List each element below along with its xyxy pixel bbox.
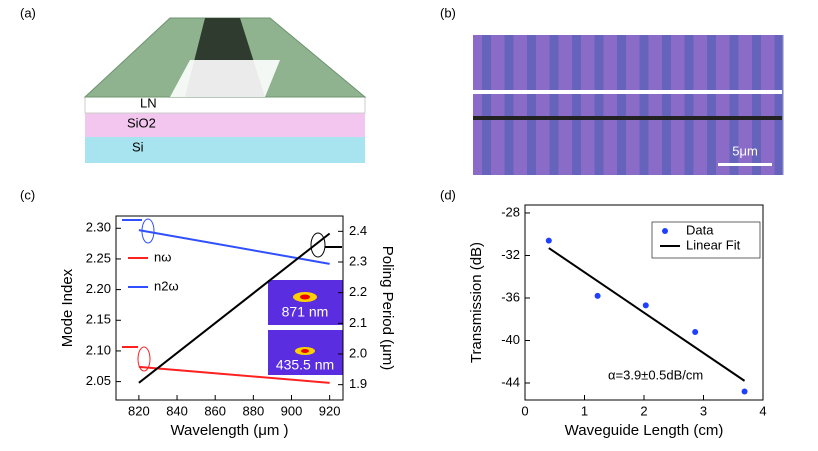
y-tick-label: -32 bbox=[501, 247, 520, 262]
y-tick-label: -44 bbox=[501, 374, 520, 389]
stripe bbox=[774, 35, 784, 175]
y-axis-label: Mode Index bbox=[59, 268, 76, 347]
data-point bbox=[692, 328, 699, 335]
si-layer bbox=[85, 137, 365, 163]
data-point bbox=[545, 237, 552, 244]
axis-marker bbox=[137, 346, 151, 372]
data-point bbox=[642, 302, 649, 309]
x-tick-label: 880 bbox=[242, 403, 264, 418]
y2-tick-label: 1.9 bbox=[349, 376, 367, 391]
x-tick-label: 820 bbox=[128, 403, 150, 418]
inset-label: 871 nm bbox=[282, 304, 329, 320]
stripe bbox=[662, 35, 671, 175]
series-line bbox=[138, 365, 330, 384]
axis-marker bbox=[310, 232, 326, 258]
layer-label: LN bbox=[140, 95, 157, 110]
y2-tick-label: 2.0 bbox=[349, 345, 367, 360]
x-axis-label: Waveguide Length (cm) bbox=[565, 422, 724, 439]
x-tick-label: 860 bbox=[204, 403, 226, 418]
ln-layer bbox=[84, 96, 366, 114]
schematic: LN SiO2 Si bbox=[83, 17, 367, 163]
series-line bbox=[548, 247, 746, 382]
legend bbox=[651, 221, 761, 259]
waveguide-edge bbox=[473, 90, 782, 94]
stripe bbox=[572, 35, 581, 175]
legend-label: Data bbox=[686, 222, 714, 237]
stripe bbox=[684, 35, 694, 175]
stripe bbox=[527, 35, 536, 175]
data-point bbox=[741, 388, 748, 395]
mode-inset bbox=[268, 280, 343, 325]
mode-profile bbox=[300, 294, 310, 300]
y-axis-label: Transmission (dB) bbox=[468, 242, 485, 363]
y2-tick-label: 2.1 bbox=[349, 315, 367, 330]
trench bbox=[170, 60, 280, 97]
stripe bbox=[549, 35, 559, 175]
x-tick-label: 840 bbox=[166, 403, 188, 418]
layer-label: SiO2 bbox=[127, 115, 156, 130]
x-tick-label: 4 bbox=[759, 403, 766, 418]
x-tick-label: 0 bbox=[521, 403, 528, 418]
legend-label: Linear Fit bbox=[686, 237, 741, 252]
plot-frame bbox=[115, 215, 344, 401]
y-tick-label: 2.25 bbox=[86, 250, 111, 265]
data-point bbox=[594, 292, 601, 299]
series-line bbox=[138, 232, 331, 384]
y-tick-label: -40 bbox=[501, 332, 520, 347]
x-tick-label: 2 bbox=[640, 403, 647, 418]
mode-profile bbox=[301, 349, 309, 353]
x-tick-label: 900 bbox=[281, 403, 303, 418]
stripe bbox=[639, 35, 649, 175]
scale-label: 5μm bbox=[732, 143, 758, 158]
y-tick-label: 2.05 bbox=[86, 373, 111, 388]
x-tick-label: 1 bbox=[581, 403, 588, 418]
y-tick-label: -36 bbox=[501, 289, 520, 304]
stripe bbox=[504, 35, 514, 175]
stripe bbox=[594, 35, 604, 175]
panel-label: (a) bbox=[20, 5, 36, 20]
waveguide-edge bbox=[473, 116, 782, 120]
y2-axis-label: Poling Period (μm) bbox=[379, 246, 396, 371]
panel-label: (c) bbox=[20, 187, 35, 202]
stripe bbox=[482, 35, 491, 175]
annotation: α=3.9±0.5dB/cm bbox=[608, 367, 703, 382]
x-tick-label: 3 bbox=[700, 403, 707, 418]
y-tick-label: 2.10 bbox=[86, 342, 111, 357]
stripe bbox=[617, 35, 626, 175]
legend-label: nω bbox=[154, 249, 171, 264]
y-tick-label: 2.30 bbox=[86, 220, 111, 235]
y2-tick-label: 2.4 bbox=[349, 223, 367, 238]
x-tick-label: 920 bbox=[319, 403, 341, 418]
inset-label: 435.5 nm bbox=[276, 357, 334, 373]
x-axis-label: Wavelength (μm ) bbox=[170, 422, 288, 439]
panel-label: (b) bbox=[440, 5, 456, 20]
stripe bbox=[707, 35, 716, 175]
y-tick-label: -28 bbox=[501, 204, 520, 219]
sio2-layer bbox=[85, 113, 365, 137]
legend-marker bbox=[662, 228, 668, 234]
scale-bar bbox=[718, 163, 772, 166]
legend-label: n2ω bbox=[154, 278, 179, 293]
stripe bbox=[752, 35, 761, 175]
y-tick-label: 2.15 bbox=[86, 312, 111, 327]
stripe bbox=[729, 35, 739, 175]
y2-tick-label: 2.3 bbox=[349, 253, 367, 268]
layer-label: Si bbox=[132, 139, 144, 154]
panel-label: (d) bbox=[440, 187, 456, 202]
y-tick-label: 2.20 bbox=[86, 281, 111, 296]
y2-tick-label: 2.2 bbox=[349, 284, 367, 299]
micrograph: 5μm bbox=[473, 35, 784, 175]
